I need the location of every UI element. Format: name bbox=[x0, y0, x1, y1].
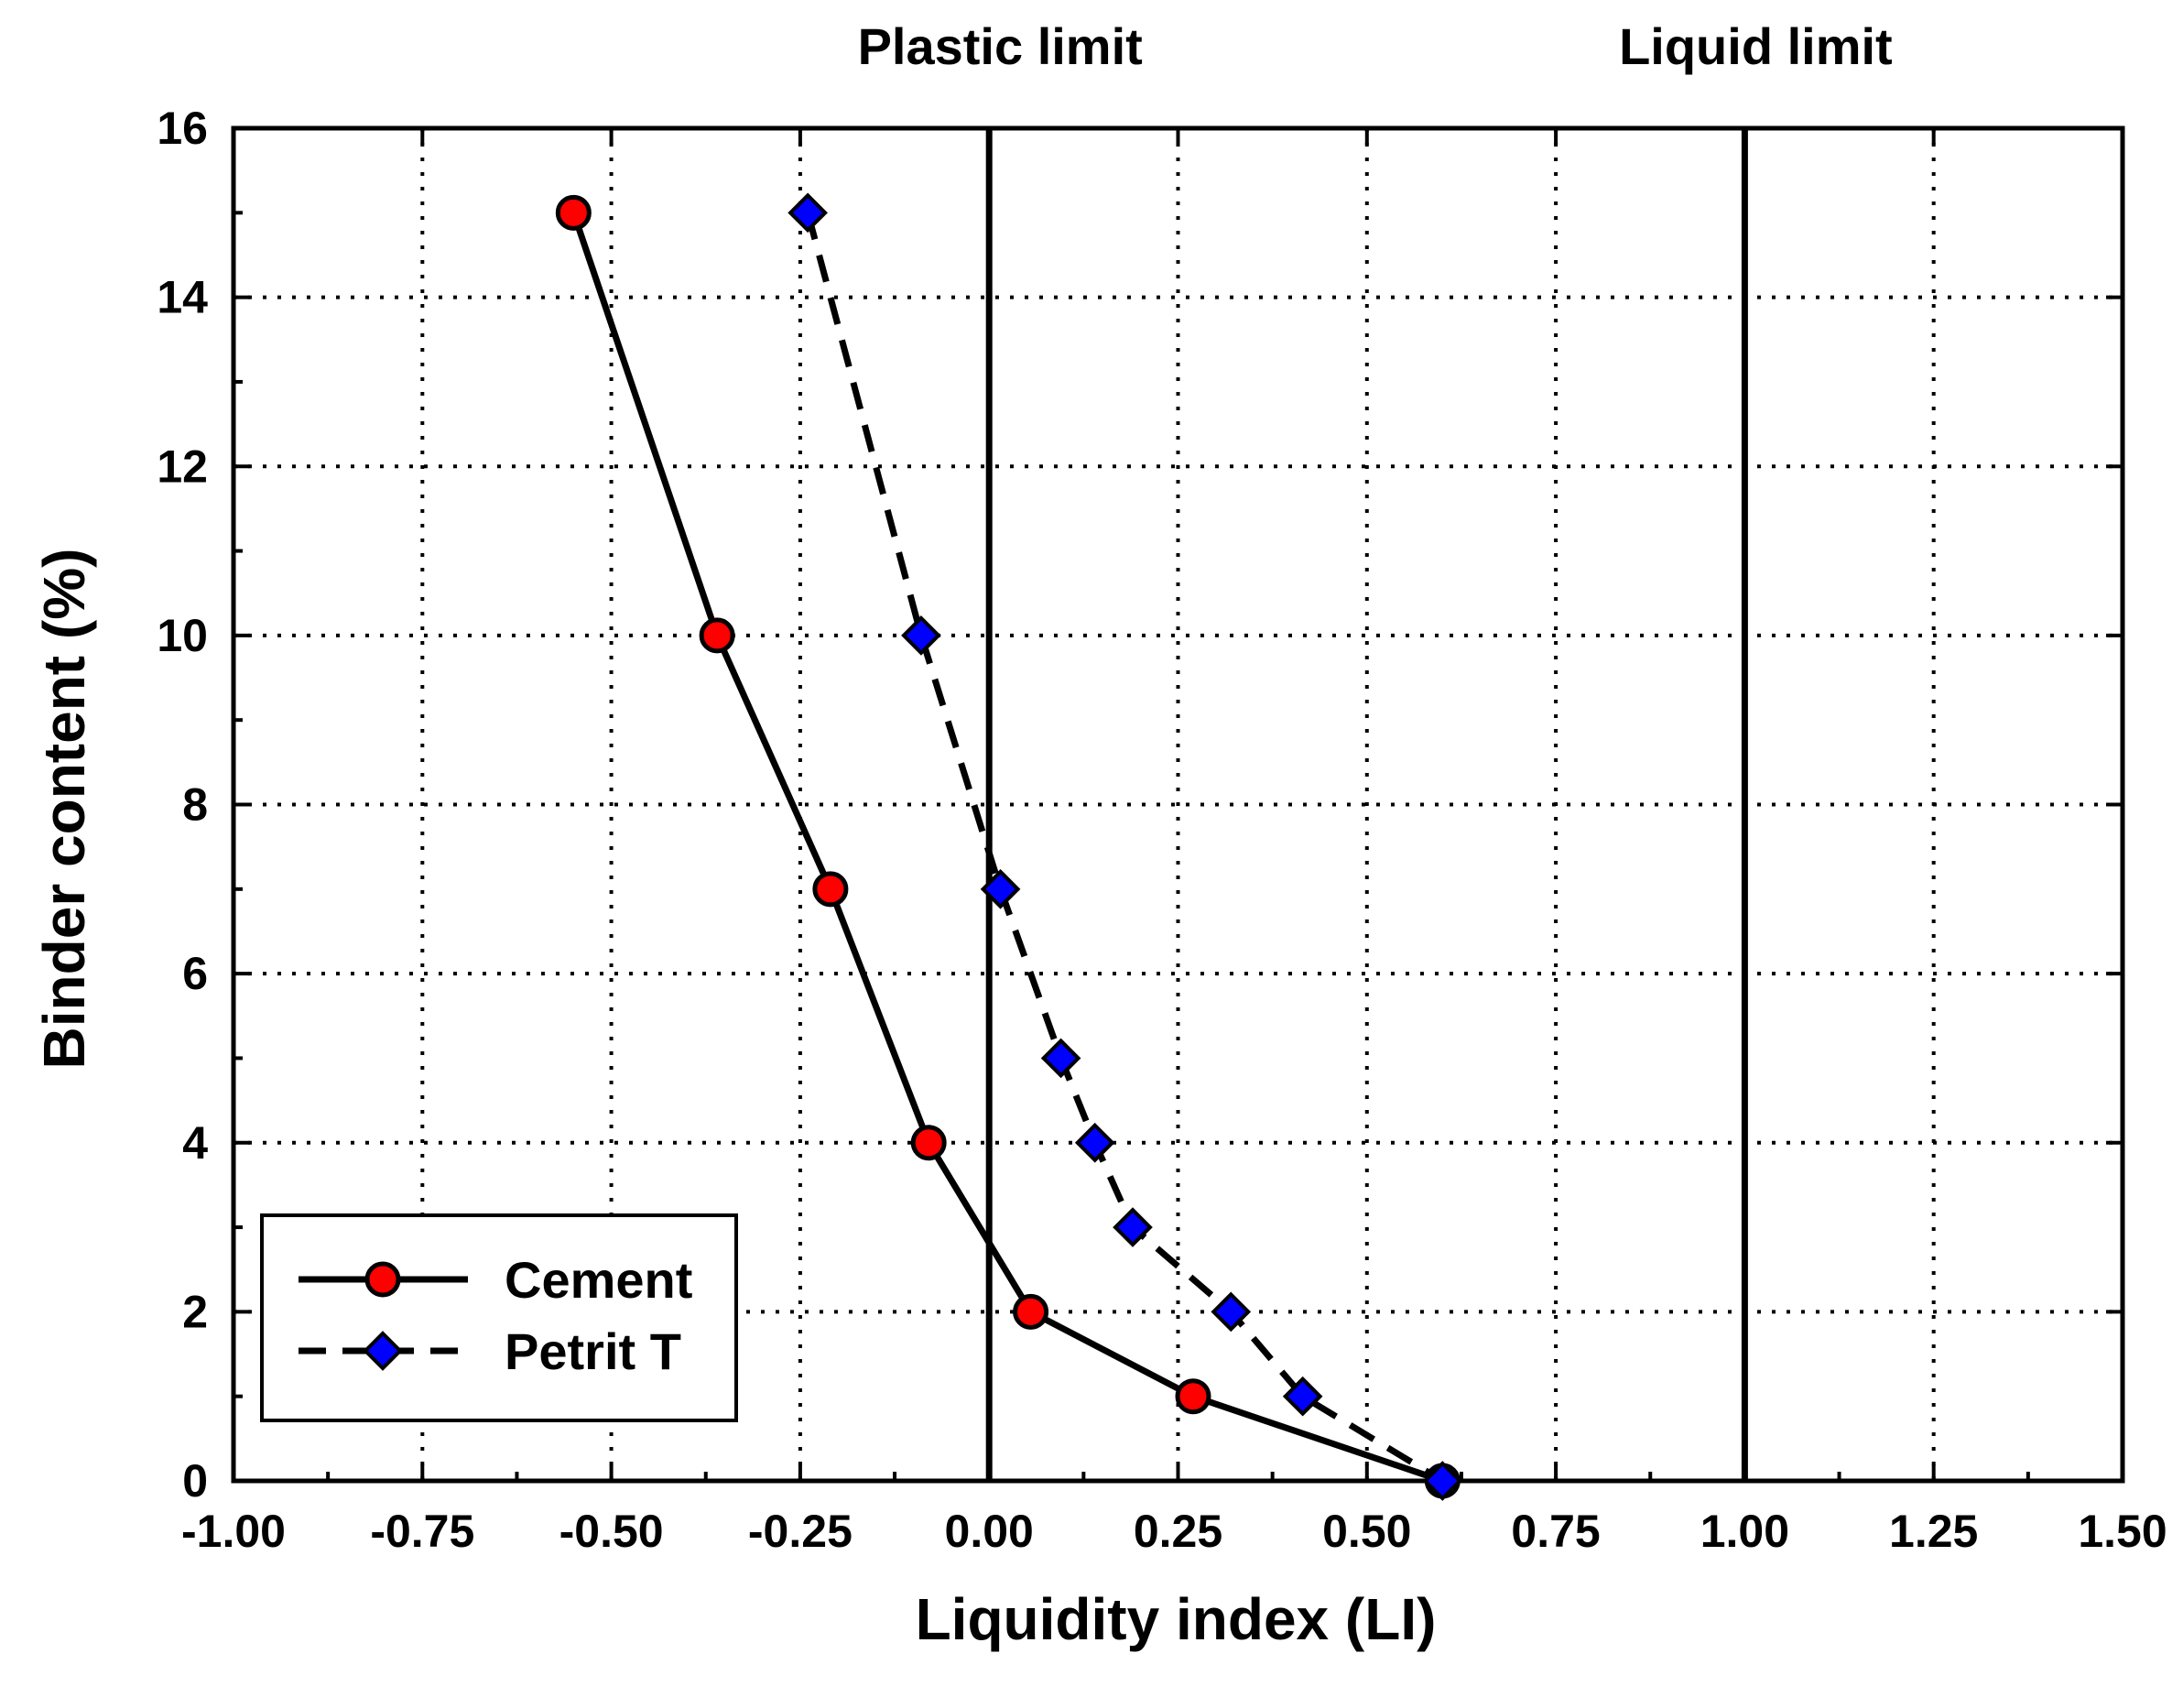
data-point-diamond bbox=[980, 868, 1021, 909]
y-tick-label: 2 bbox=[182, 1286, 208, 1337]
reference-line-label: Liquid limit bbox=[1619, 17, 1893, 75]
data-point-diamond bbox=[1113, 1207, 1153, 1247]
data-point-diamond bbox=[1040, 1038, 1081, 1079]
y-tick-label: 8 bbox=[182, 779, 208, 831]
y-tick-label: 16 bbox=[157, 103, 208, 154]
y-axis-title: Binder content (%) bbox=[31, 549, 97, 1070]
data-point-diamond bbox=[1422, 1461, 1463, 1501]
data-point-circle bbox=[699, 617, 735, 654]
y-tick-label: 6 bbox=[182, 948, 208, 999]
series-petrit-t bbox=[787, 192, 1463, 1501]
y-tick-label: 0 bbox=[182, 1455, 208, 1507]
reference-lines: Plastic limit Liquid limit bbox=[858, 17, 1893, 1481]
x-tick-label: 1.25 bbox=[1889, 1506, 1978, 1557]
series-line bbox=[804, 212, 1445, 1484]
x-tick-label: 0.00 bbox=[945, 1506, 1034, 1557]
y-tick-label: 14 bbox=[157, 272, 208, 323]
legend-label: Cement bbox=[505, 1251, 692, 1309]
data-point-circle bbox=[1013, 1293, 1049, 1330]
data-point-diamond bbox=[1282, 1376, 1323, 1417]
data-point-circle bbox=[1175, 1378, 1211, 1415]
data-point-circle bbox=[364, 1261, 401, 1298]
y-tick-label: 4 bbox=[182, 1117, 208, 1169]
data-point-diamond bbox=[363, 1331, 403, 1371]
x-tick-label: 0.25 bbox=[1134, 1506, 1222, 1557]
data-series bbox=[555, 192, 1463, 1501]
x-tick-label: 0.75 bbox=[1511, 1506, 1600, 1557]
x-tick-label: 1.00 bbox=[1700, 1506, 1789, 1557]
legend-box bbox=[260, 1213, 738, 1422]
data-point-diamond bbox=[901, 615, 941, 656]
data-point-diamond bbox=[1211, 1291, 1252, 1333]
y-tick-label: 12 bbox=[157, 441, 208, 492]
x-tick-label: -0.50 bbox=[559, 1506, 664, 1557]
data-point-circle bbox=[910, 1125, 947, 1161]
x-tick-label: 1.50 bbox=[2078, 1506, 2167, 1557]
data-point-diamond bbox=[787, 192, 828, 234]
legend: Cement Petrit T bbox=[260, 1213, 738, 1422]
reference-line-label: Plastic limit bbox=[858, 17, 1143, 75]
legend-label: Petrit T bbox=[505, 1322, 681, 1380]
axis-ticks: -1.00 -0.75 -0.50 -0.25 0.00 0.25 0.50 0.75 1.00… bbox=[157, 103, 2167, 1557]
x-axis-title: Liquidity index (LI) bbox=[916, 1586, 1437, 1652]
x-tick-label: -0.25 bbox=[748, 1506, 853, 1557]
x-tick-label: 0.50 bbox=[1322, 1506, 1411, 1557]
x-tick-label: -0.75 bbox=[370, 1506, 474, 1557]
data-point-circle bbox=[555, 194, 592, 231]
data-point-diamond bbox=[1074, 1122, 1115, 1163]
y-tick-label: 10 bbox=[157, 610, 208, 661]
x-tick-label: -1.00 bbox=[181, 1506, 286, 1557]
data-point-circle bbox=[812, 871, 849, 908]
